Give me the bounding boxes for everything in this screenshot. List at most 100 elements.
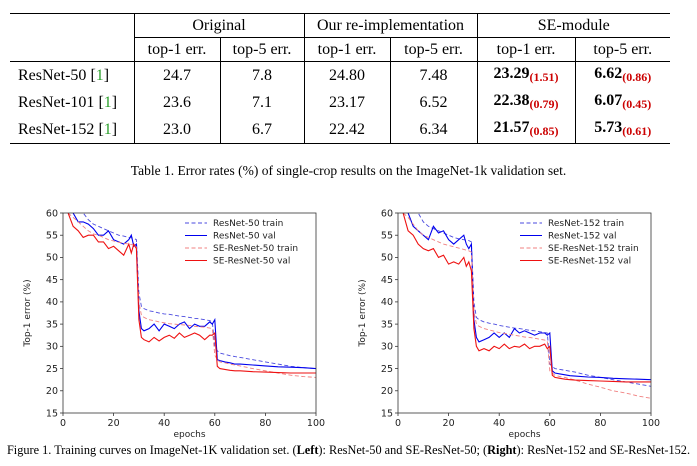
y-tick-label: 50 (381, 253, 393, 264)
y-tick-label: 40 (381, 297, 393, 308)
orig-top1-cell: 24.7 (134, 61, 221, 89)
se-top1-value: 23.29 (493, 65, 530, 82)
series-line-se-resnet-50-train (67, 213, 316, 378)
y-axis-label: Top-1 error (%) (358, 279, 368, 347)
caption-left-word: Left (296, 443, 319, 457)
orig-top5-cell: 7.1 (220, 89, 305, 116)
group-header-reimplementation: Our re-implementation (304, 13, 478, 38)
se-top1-delta: (1.51) (529, 70, 559, 84)
re-top1-cell: 22.42 (304, 116, 391, 144)
se-top5-value: 6.62 (594, 65, 623, 82)
y-tick-label: 40 (46, 297, 58, 308)
y-tick-label: 60 (381, 208, 393, 219)
sub-header-cell: top-5 err. (575, 37, 670, 62)
sub-header-cell: top-5 err. (220, 37, 305, 62)
se-top5-delta: (0.61) (622, 124, 652, 138)
x-tick-label: 40 (493, 418, 505, 429)
x-tick-label: 100 (307, 418, 325, 429)
se-top1-delta: (0.79) (529, 97, 559, 111)
model-name: ResNet-50 (18, 67, 87, 84)
re-top5-cell: 6.52 (390, 89, 478, 116)
empty-header-cell (10, 13, 135, 38)
chart-right-svg: 0 20 40 60 80 100 15 20 25 30 35 40 45 50 55 60 epochs To… (358, 208, 660, 440)
x-axis-label: epochs (508, 430, 540, 440)
y-tick-label: 35 (381, 319, 393, 330)
y-tick-label: 30 (381, 342, 393, 353)
se-top1-value: 21.57 (493, 119, 530, 136)
legend: ResNet-152 train ResNet-152 val SE-ResNet-… (520, 219, 639, 267)
sub-header-cell: top-1 err. (477, 37, 576, 62)
citation-link[interactable]: 1 (103, 94, 112, 111)
re-top5-cell: 7.48 (390, 61, 478, 89)
series-line-se-resnet-50-val (67, 213, 316, 374)
error-rate-table: Original Our re-implementation SE-module… (10, 13, 670, 144)
y-tick-label: 30 (46, 342, 58, 353)
y-tick-label: 20 (381, 386, 393, 397)
y-tick-label: 15 (381, 408, 393, 419)
se-top1-delta: (0.85) (529, 124, 559, 138)
caption-prefix: Figure 1. Training curves on ImageNet-1K… (6, 443, 297, 457)
table-row: ResNet-101 [1] 23.6 7.1 23.17 6.52 22.38… (10, 89, 670, 116)
y-tick-label: 15 (46, 408, 58, 419)
se-top5-delta: (0.45) (622, 97, 652, 111)
y-tick-label: 20 (46, 386, 58, 397)
x-tick-label: 40 (158, 418, 170, 429)
se-top1-cell: 23.29(1.51) (477, 61, 576, 89)
se-top1-value: 22.38 (493, 92, 530, 109)
orig-top5-cell: 7.8 (220, 61, 305, 89)
y-tick-label: 25 (46, 364, 58, 375)
citation-link[interactable]: 1 (95, 67, 104, 84)
sub-header-cell: top-1 err. (134, 37, 221, 62)
se-top5-value: 5.73 (594, 119, 623, 136)
plot-area (67, 213, 316, 378)
legend-label: ResNet-152 val (548, 232, 617, 242)
legend-label: SE-ResNet-50 train (213, 244, 298, 254)
legend-label: ResNet-152 train (548, 219, 624, 229)
y-tick-label: 60 (46, 208, 58, 219)
plot-area (402, 213, 651, 399)
plot-frame (397, 212, 652, 414)
legend-label: ResNet-50 val (213, 232, 276, 242)
y-tick-label: 55 (381, 231, 393, 242)
x-tick-label: 100 (642, 418, 660, 429)
y-tick-label: 25 (381, 364, 393, 375)
x-tick-label: 80 (259, 418, 271, 429)
chart-left: 0 20 40 60 80 100 15 20 25 30 35 40 45 50 55 60 epochs To… (18, 205, 325, 440)
y-tick-label: 35 (46, 319, 58, 330)
caption-middle: ): ResNet-50 and SE-ResNet-50; ( (318, 443, 488, 457)
group-header-se-module: SE-module (477, 13, 670, 38)
model-name: ResNet-152 (18, 121, 95, 138)
citation-link[interactable]: 1 (103, 121, 112, 138)
model-name-cell: ResNet-50 [1] (10, 61, 135, 89)
caption-right-word: Right (487, 443, 517, 457)
model-name-cell: ResNet-101 [1] (10, 89, 135, 116)
se-top5-value: 6.07 (594, 92, 623, 109)
se-top5-cell: 5.73(0.61) (575, 116, 670, 144)
table-sub-header-row: top-1 err. top-5 err. top-1 err. top-5 e… (10, 37, 670, 62)
x-tick-label: 60 (209, 418, 221, 429)
series-line-resnet-50-train (82, 213, 316, 370)
se-top1-cell: 22.38(0.79) (477, 89, 576, 116)
legend-label: SE-ResNet-50 val (213, 257, 290, 267)
y-tick-label: 55 (46, 231, 58, 242)
legend-label: SE-ResNet-152 train (548, 244, 639, 254)
figure-caption: Figure 1. Training curves on ImageNet-1K… (0, 443, 697, 458)
y-axis-label: Top-1 error (%) (23, 279, 33, 347)
se-top5-cell: 6.62(0.86) (575, 62, 670, 90)
se-top5-delta: (0.86) (622, 70, 652, 84)
orig-top1-cell: 23.6 (134, 89, 221, 116)
series-line-resnet-152-val (407, 213, 651, 381)
group-header-original: Original (134, 13, 305, 38)
table-group-header-row: Original Our re-implementation SE-module (10, 13, 670, 38)
re-top1-cell: 24.80 (304, 61, 391, 89)
orig-top1-cell: 23.0 (134, 116, 221, 144)
series-line-se-resnet-152-train (402, 213, 651, 399)
model-name: ResNet-101 (18, 94, 95, 111)
sub-header-cell: top-5 err. (390, 37, 478, 62)
re-top1-cell: 23.17 (304, 89, 391, 116)
table-row: ResNet-50 [1] 24.7 7.8 24.80 7.48 23.29(… (10, 61, 670, 90)
series-line-resnet-50-val (72, 213, 316, 370)
x-tick-label: 60 (544, 418, 556, 429)
se-top1-cell: 21.57(0.85) (477, 116, 576, 144)
x-axis-label: epochs (173, 430, 205, 440)
